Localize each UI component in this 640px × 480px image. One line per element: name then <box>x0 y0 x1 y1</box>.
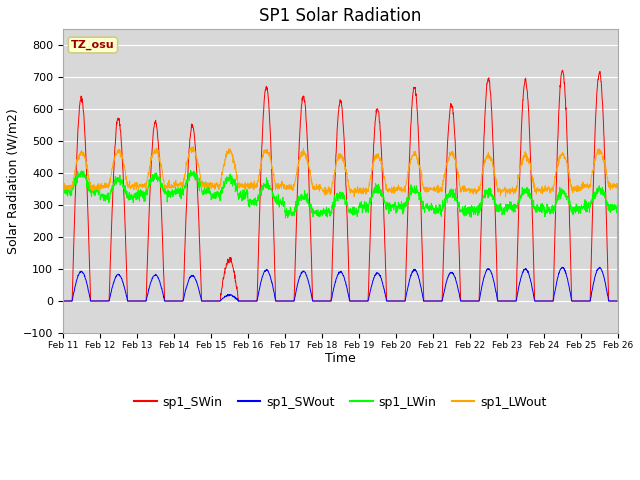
sp1_LWout <box>356 190 364 195</box>
sp1_SWin <box>580 298 588 304</box>
sp1_LWout <box>369 161 376 167</box>
sp1_SWin <box>565 199 573 204</box>
sp1_LWout <box>59 185 67 191</box>
sp1_SWout <box>581 298 589 304</box>
Y-axis label: Solar Radiation (W/m2): Solar Radiation (W/m2) <box>7 108 20 254</box>
sp1_LWin <box>565 196 573 202</box>
sp1_LWin <box>214 191 221 197</box>
sp1_LWout <box>614 298 622 304</box>
sp1_LWin <box>59 189 67 194</box>
sp1_SWout <box>559 264 566 270</box>
Line: sp1_LWout: sp1_LWout <box>63 147 618 301</box>
sp1_SWin <box>369 171 376 177</box>
sp1_SWin <box>214 298 221 304</box>
X-axis label: Time: Time <box>325 352 356 365</box>
Line: sp1_SWout: sp1_SWout <box>63 267 618 301</box>
sp1_LWout <box>565 168 573 173</box>
Text: TZ_osu: TZ_osu <box>71 40 115 50</box>
sp1_LWout <box>580 184 588 190</box>
Line: sp1_SWin: sp1_SWin <box>63 70 618 301</box>
sp1_SWin <box>356 298 364 304</box>
sp1_SWin <box>559 67 566 73</box>
sp1_LWout <box>502 186 509 192</box>
Line: sp1_LWin: sp1_LWin <box>63 170 618 301</box>
sp1_LWin <box>502 202 509 207</box>
sp1_LWin <box>369 194 376 200</box>
Title: SP1 Solar Radiation: SP1 Solar Radiation <box>259 7 422 25</box>
sp1_SWin <box>614 298 622 304</box>
sp1_SWout <box>356 298 364 304</box>
sp1_SWout <box>214 298 221 304</box>
sp1_LWout <box>214 181 221 187</box>
sp1_SWout <box>614 298 622 304</box>
sp1_LWin <box>187 168 195 173</box>
sp1_SWout <box>369 279 376 285</box>
sp1_LWin <box>580 207 588 213</box>
sp1_SWout <box>566 285 573 290</box>
sp1_SWout <box>59 298 67 304</box>
sp1_SWout <box>502 298 509 304</box>
sp1_SWin <box>502 298 509 304</box>
Legend: sp1_SWin, sp1_SWout, sp1_LWin, sp1_LWout: sp1_SWin, sp1_SWout, sp1_LWin, sp1_LWout <box>129 391 552 414</box>
sp1_SWin <box>59 298 67 304</box>
sp1_LWin <box>614 298 622 304</box>
sp1_LWout <box>190 144 198 150</box>
sp1_LWin <box>356 204 364 210</box>
sp1_SWout <box>234 298 242 304</box>
